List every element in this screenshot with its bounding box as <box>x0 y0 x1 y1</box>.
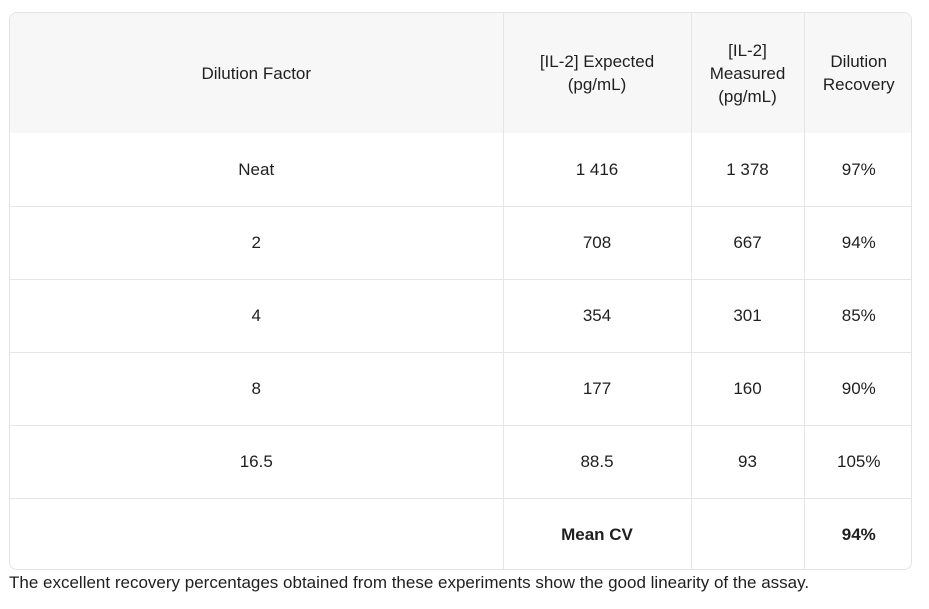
dilution-recovery-table: Dilution Factor [IL-2] Expected (pg/mL) … <box>9 12 912 570</box>
header-recovery: Dilution Recovery <box>804 13 911 133</box>
cell-expected: 708 <box>503 205 692 279</box>
cell-expected: 88.5 <box>503 424 692 498</box>
header-dilution-factor: Dilution Factor <box>10 13 504 133</box>
table-row: Neat 1 416 1 378 97% <box>10 133 911 206</box>
caption-text: The excellent recovery percentages obtai… <box>9 573 810 592</box>
cell-measured: 160 <box>691 351 805 425</box>
cell-recovery: 90% <box>804 351 911 425</box>
cell-measured: 93 <box>691 424 805 498</box>
summary-row: Mean CV 94% <box>10 497 911 569</box>
cell-measured: 667 <box>691 205 805 279</box>
table-row: 2 708 667 94% <box>10 205 911 279</box>
table-row: 16.5 88.5 93 105% <box>10 424 911 498</box>
cell-dilution-factor: Neat <box>10 133 504 206</box>
table-row: 8 177 160 90% <box>10 351 911 425</box>
cell-recovery: 94% <box>804 205 911 279</box>
header-expected: [IL-2] Expected (pg/mL) <box>503 13 692 133</box>
summary-mean-recovery: 94% <box>804 497 911 569</box>
cell-dilution-factor: 8 <box>10 351 504 425</box>
cell-dilution-factor: 16.5 <box>10 424 504 498</box>
cell-recovery: 97% <box>841 159 876 179</box>
header-row: Dilution Factor [IL-2] Expected (pg/mL) … <box>10 13 911 133</box>
summary-label-mean-cv: Mean CV <box>503 497 692 569</box>
cell-recovery: 85% <box>804 278 911 352</box>
cell-dilution-factor: 2 <box>10 205 504 279</box>
header-measured: [IL-2] Measured (pg/mL) <box>691 13 805 133</box>
cell-measured: 301 <box>691 278 805 352</box>
cell-dilution-factor: 4 <box>10 278 504 352</box>
cell-expected: 1 416 <box>503 133 692 206</box>
cell-measured: 1 378 <box>691 133 805 206</box>
cell-expected: 177 <box>503 351 692 425</box>
summary-cell-empty <box>10 497 504 569</box>
cell-recovery: 105% <box>804 424 911 498</box>
summary-cell-empty <box>691 497 805 569</box>
table-row: 4 354 301 85% <box>10 278 911 352</box>
data-table: Dilution Factor [IL-2] Expected (pg/mL) … <box>10 13 911 569</box>
cell-expected: 354 <box>503 278 692 352</box>
